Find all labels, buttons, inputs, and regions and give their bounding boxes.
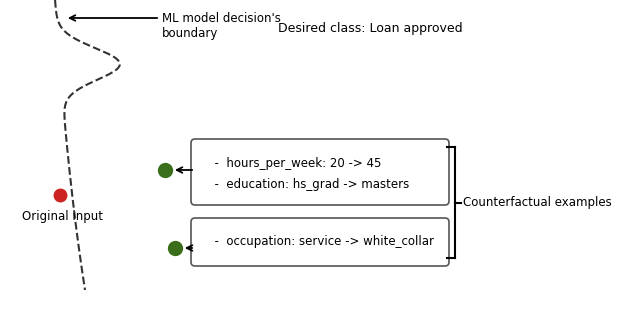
Text: Original input: Original input — [22, 210, 103, 223]
Text: Desired class: Loan approved: Desired class: Loan approved — [278, 22, 462, 35]
Text: ML model decision's
boundary: ML model decision's boundary — [162, 12, 281, 40]
Text: -  occupation: service -> white_collar: - occupation: service -> white_collar — [207, 235, 434, 248]
FancyBboxPatch shape — [191, 218, 449, 266]
Text: -  hours_per_week: 20 -> 45: - hours_per_week: 20 -> 45 — [207, 157, 381, 170]
Text: -  education: hs_grad -> masters: - education: hs_grad -> masters — [207, 178, 409, 191]
FancyBboxPatch shape — [191, 139, 449, 205]
Text: Counterfactual examples: Counterfactual examples — [463, 196, 612, 209]
